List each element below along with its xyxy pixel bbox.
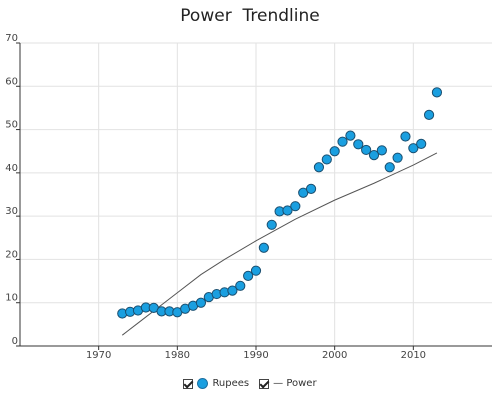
data-point-rupees	[345, 130, 356, 141]
y-tick-label: 40	[5, 163, 18, 174]
legend-item-rupees[interactable]: Rupees	[183, 378, 249, 389]
data-point-rupees	[243, 270, 254, 281]
legend-checkbox-rupees[interactable]	[183, 378, 194, 389]
x-tick-labels: 1970 1980 1990 2000 2010	[86, 350, 426, 361]
legend-label-rupees: Rupees	[212, 378, 250, 389]
points-layer	[117, 87, 443, 319]
y-tick-label: 70	[5, 33, 18, 44]
y-tick-labels: 0 10 20 30 40 50 60 70	[5, 33, 18, 347]
data-point-rupees	[408, 143, 419, 154]
data-point-rupees	[235, 280, 246, 291]
chart-title: Power Trendline	[180, 6, 320, 26]
y-tick-label: 20	[5, 249, 18, 260]
data-point-rupees	[321, 154, 332, 165]
data-point-rupees	[361, 144, 372, 156]
y-tick-label: 30	[5, 206, 18, 217]
legend-checkbox-power[interactable]	[259, 378, 270, 389]
legend-marker-rupees	[197, 378, 209, 389]
data-point-rupees	[368, 150, 380, 161]
scatter-chart: 0 10 20 30 40 50 60 70 1970 1980 1990 2000 2010	[5, 33, 492, 361]
data-point-rupees	[337, 136, 348, 147]
data-point-rupees	[392, 152, 403, 163]
data-point-rupees	[353, 139, 364, 150]
data-point-rupees	[258, 242, 269, 253]
legend: Rupees — Power	[0, 378, 500, 389]
legend-item-power[interactable]: — Power	[259, 378, 317, 389]
x-tick-label: 1980	[165, 350, 190, 361]
data-point-rupees	[313, 162, 325, 173]
data-point-rupees	[400, 131, 411, 142]
grid-lines	[20, 42, 492, 346]
data-point-rupees	[431, 87, 443, 98]
data-point-rupees	[329, 146, 340, 157]
data-point-rupees	[376, 145, 387, 156]
data-point-rupees	[423, 109, 435, 120]
data-point-rupees	[266, 219, 277, 230]
y-tick-label: 10	[5, 293, 18, 304]
data-point-rupees	[305, 183, 317, 194]
y-tick-label: 0	[12, 336, 18, 347]
data-point-rupees	[416, 138, 427, 149]
axes	[16, 42, 492, 350]
y-tick-label: 50	[5, 120, 18, 131]
data-point-rupees	[227, 285, 238, 296]
data-point-rupees	[250, 265, 262, 276]
x-tick-label: 2000	[322, 350, 347, 361]
data-point-rupees	[384, 162, 395, 173]
y-tick-label: 60	[5, 76, 18, 87]
x-tick-label: 1970	[86, 350, 111, 361]
x-tick-label: 2010	[401, 350, 426, 361]
data-point-rupees	[290, 201, 301, 212]
x-tick-label: 1990	[243, 350, 268, 361]
legend-label-power: — Power	[273, 378, 317, 389]
data-point-rupees	[195, 297, 207, 308]
data-point-rupees	[282, 205, 293, 216]
